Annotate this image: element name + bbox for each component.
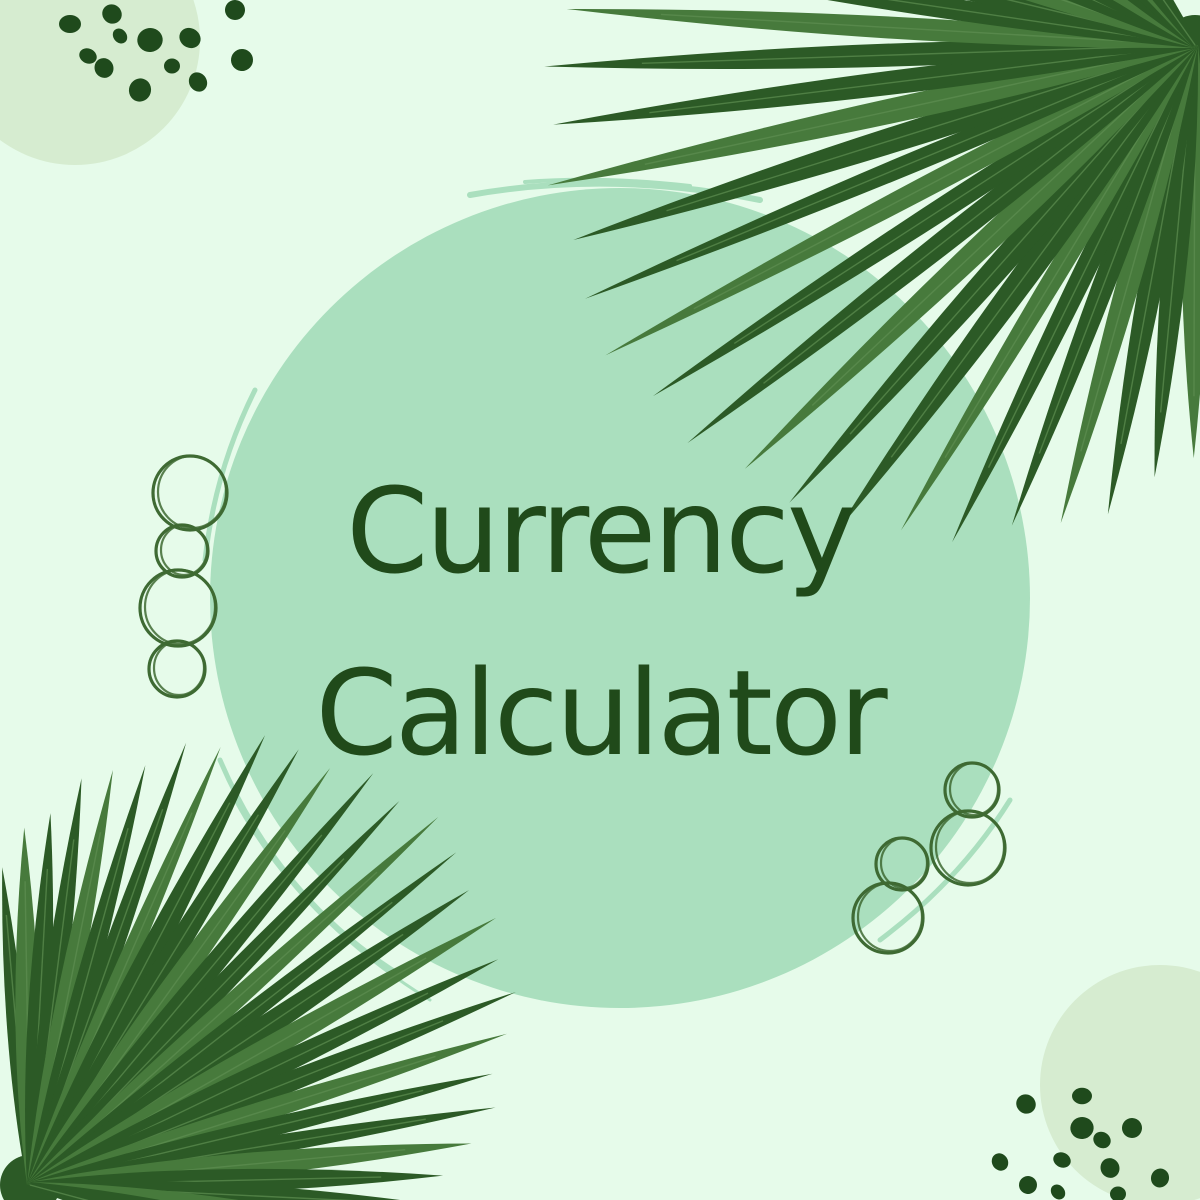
palm-blade bbox=[1094, 0, 1197, 48]
dot bbox=[59, 14, 81, 34]
dot bbox=[991, 1153, 1009, 1171]
palm-blade bbox=[1113, 0, 1197, 48]
dot bbox=[102, 4, 122, 24]
dot bbox=[188, 72, 208, 92]
palm-blade bbox=[29, 1182, 121, 1200]
dot bbox=[1016, 1094, 1036, 1114]
palm-leaf-top-right bbox=[544, 0, 1200, 543]
dot bbox=[1050, 1184, 1066, 1200]
palm-blade bbox=[1152, 0, 1198, 47]
palm-blade bbox=[827, 0, 1196, 48]
dot bbox=[1100, 1158, 1120, 1178]
rings-left bbox=[138, 454, 229, 699]
dot bbox=[1053, 1152, 1071, 1168]
dot bbox=[1122, 1118, 1142, 1138]
palm-blade bbox=[1154, 44, 1199, 478]
palm-blade bbox=[25, 813, 54, 1186]
dot bbox=[1019, 1176, 1037, 1194]
dot bbox=[1110, 1186, 1126, 1200]
dot bbox=[94, 58, 114, 78]
dot bbox=[1150, 1168, 1170, 1188]
dot bbox=[179, 27, 201, 49]
dot bbox=[128, 78, 152, 102]
palm-blade bbox=[966, 0, 1196, 48]
dot bbox=[1093, 1131, 1111, 1149]
palm-blade bbox=[553, 42, 1196, 125]
dot bbox=[164, 58, 180, 74]
dot bbox=[225, 0, 245, 20]
palm-blade bbox=[1067, 0, 1197, 48]
palm-blade bbox=[566, 9, 1196, 49]
corner-blob-bottom-right bbox=[1040, 965, 1200, 1200]
dot bbox=[231, 49, 253, 71]
palm-blade bbox=[27, 778, 82, 1186]
palm-leaf-bottom-left bbox=[0, 735, 516, 1200]
dots-top-left bbox=[59, 0, 253, 102]
dots-bottom-right bbox=[991, 1087, 1170, 1200]
title-line-1: Currency bbox=[346, 462, 857, 600]
corner-blob-top-left bbox=[0, 0, 200, 165]
title-line-2: Calculator bbox=[315, 644, 887, 782]
dot bbox=[1072, 1087, 1092, 1105]
dot bbox=[79, 48, 97, 64]
page-title: Currency Calculator bbox=[200, 440, 1000, 804]
dot bbox=[137, 27, 163, 53]
dot bbox=[112, 28, 128, 44]
rings-right bbox=[851, 761, 1007, 955]
dot bbox=[1070, 1116, 1094, 1140]
palm-blade bbox=[1025, 0, 1196, 48]
